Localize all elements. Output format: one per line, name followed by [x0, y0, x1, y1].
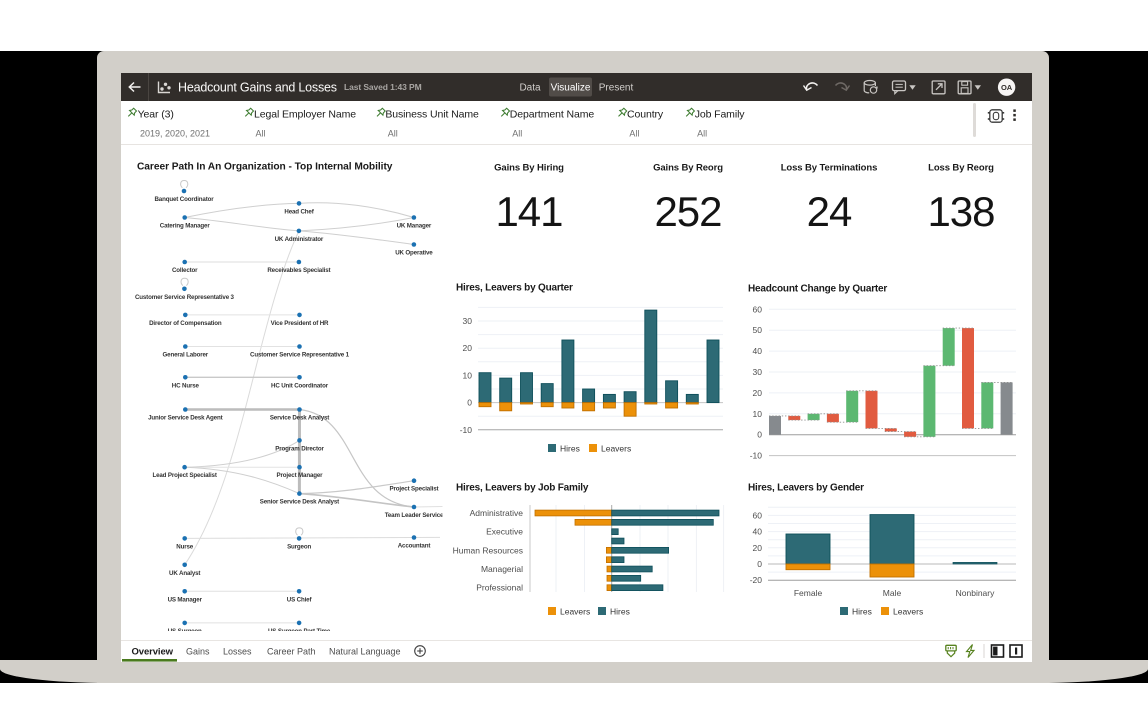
svg-text:Leavers: Leavers — [560, 607, 590, 617]
svg-text:Visualize: Visualize — [551, 83, 591, 94]
svg-text:Gains By Reorg: Gains By Reorg — [653, 163, 723, 174]
svg-text:Human Resources: Human Resources — [453, 545, 523, 555]
svg-text:All: All — [512, 129, 522, 139]
svg-text:Junior Service Desk Agent: Junior Service Desk Agent — [148, 415, 223, 422]
svg-text:Service Desk Analyst: Service Desk Analyst — [270, 415, 329, 422]
svg-text:-20: -20 — [750, 575, 763, 585]
svg-text:HC Nurse: HC Nurse — [172, 382, 200, 389]
svg-text:Losses: Losses — [223, 647, 252, 657]
svg-text:Banquet Coordinator: Banquet Coordinator — [154, 196, 214, 203]
svg-text:60: 60 — [753, 510, 763, 520]
svg-text:UK Operative: UK Operative — [395, 250, 433, 257]
svg-text:Year (3): Year (3) — [138, 109, 174, 121]
svg-text:Executive: Executive — [486, 527, 523, 537]
svg-text:Senior Service Desk Analyst: Senior Service Desk Analyst — [260, 499, 339, 506]
svg-text:Present: Present — [599, 83, 634, 94]
svg-text:Hires: Hires — [852, 607, 872, 617]
svg-text:0: 0 — [467, 398, 472, 408]
svg-text:UK Manager: UK Manager — [397, 223, 432, 230]
svg-text:Job Family: Job Family — [695, 109, 746, 121]
svg-text:Department Name: Department Name — [510, 109, 595, 121]
svg-text:Lead Project Specialist: Lead Project Specialist — [152, 472, 216, 479]
svg-text:Collector: Collector — [172, 267, 198, 274]
svg-text:Team Leader Service: Team Leader Service — [385, 512, 444, 519]
svg-text:Director of Compensation: Director of Compensation — [149, 320, 222, 327]
svg-text:All: All — [697, 129, 707, 139]
svg-text:40: 40 — [753, 527, 763, 537]
svg-text:10: 10 — [463, 370, 473, 380]
svg-text:Last Saved 1:43 PM: Last Saved 1:43 PM — [344, 82, 422, 92]
svg-text:60: 60 — [753, 304, 763, 314]
svg-text:UK Analyst: UK Analyst — [169, 570, 200, 577]
svg-text:Loss By Reorg: Loss By Reorg — [928, 163, 994, 174]
svg-text:Data: Data — [519, 83, 541, 94]
svg-text:Hires, Leavers by Job Family: Hires, Leavers by Job Family — [456, 483, 589, 494]
svg-text:Accountant: Accountant — [398, 543, 431, 550]
svg-text:0: 0 — [757, 559, 762, 569]
svg-text:252: 252 — [654, 188, 721, 235]
svg-text:Nurse: Nurse — [176, 543, 193, 550]
svg-text:Career Path In An Organization: Career Path In An Organization - Top Int… — [137, 162, 393, 173]
svg-text:OA: OA — [1001, 83, 1013, 92]
svg-text:Business Unit Name: Business Unit Name — [385, 109, 479, 121]
svg-text:138: 138 — [927, 188, 994, 235]
svg-text:Surgeon: Surgeon — [287, 543, 311, 550]
svg-text:2019, 2020, 2021: 2019, 2020, 2021 — [140, 129, 210, 139]
svg-text:Headcount Change by Quarter: Headcount Change by Quarter — [748, 284, 887, 295]
svg-text:Customer Service Representativ: Customer Service Representative 3 — [135, 294, 235, 301]
svg-text:Administrative: Administrative — [470, 508, 524, 518]
svg-text:Country: Country — [627, 109, 664, 121]
svg-text:Receivables Specialist: Receivables Specialist — [267, 267, 330, 274]
svg-text:Female: Female — [794, 588, 823, 598]
svg-text:Career Path: Career Path — [267, 647, 316, 657]
svg-text:All: All — [388, 129, 398, 139]
svg-text:HC Unit Coordinator: HC Unit Coordinator — [271, 382, 329, 389]
svg-text:All: All — [629, 129, 639, 139]
svg-text:Customer Service Representativ: Customer Service Representative 1 — [250, 352, 350, 359]
svg-text:50: 50 — [753, 325, 763, 335]
svg-text:Project Manager: Project Manager — [277, 472, 324, 479]
svg-text:0: 0 — [757, 430, 762, 440]
svg-text:US Chief: US Chief — [287, 596, 313, 603]
svg-text:US Manager: US Manager — [168, 596, 203, 603]
svg-text:Leavers: Leavers — [893, 607, 923, 617]
svg-text:30: 30 — [753, 367, 763, 377]
svg-text:-10: -10 — [460, 425, 473, 435]
svg-text:24: 24 — [807, 188, 852, 235]
svg-text:Overview: Overview — [132, 647, 174, 658]
svg-text:Loss By Terminations: Loss By Terminations — [781, 163, 878, 174]
svg-text:Legal Employer Name: Legal Employer Name — [254, 109, 356, 121]
svg-text:General Laborer: General Laborer — [163, 352, 209, 359]
svg-text:Managerial: Managerial — [481, 564, 523, 574]
svg-text:10: 10 — [753, 409, 763, 419]
svg-text:141: 141 — [495, 188, 562, 235]
svg-text:Gains: Gains — [186, 647, 210, 657]
svg-text:Male: Male — [883, 588, 902, 598]
svg-text:Headcount Gains and Losses: Headcount Gains and Losses — [178, 81, 337, 95]
svg-text:Professional: Professional — [476, 583, 523, 593]
svg-text:30: 30 — [463, 316, 473, 326]
svg-text:20: 20 — [753, 388, 763, 398]
svg-text:Vice President of HR: Vice President of HR — [271, 320, 329, 327]
svg-text:UK Administrator: UK Administrator — [275, 236, 324, 243]
svg-text:Leavers: Leavers — [601, 444, 631, 454]
svg-text:Natural Language: Natural Language — [329, 647, 401, 657]
svg-text:Hires: Hires — [610, 607, 630, 617]
svg-text:Head Chef: Head Chef — [284, 208, 314, 215]
svg-text:-10: -10 — [750, 451, 763, 461]
svg-text:Gains By Hiring: Gains By Hiring — [494, 163, 564, 174]
svg-text:40: 40 — [753, 346, 763, 356]
svg-text:Hires, Leavers by Quarter: Hires, Leavers by Quarter — [456, 283, 573, 294]
svg-text:All: All — [256, 129, 266, 139]
svg-text:Project Specialist: Project Specialist — [390, 486, 439, 493]
svg-text:Catering Manager: Catering Manager — [160, 223, 211, 230]
svg-text:Hires: Hires — [560, 444, 580, 454]
svg-text:Nonbinary: Nonbinary — [956, 588, 995, 598]
svg-text:20: 20 — [463, 343, 473, 353]
svg-text:20: 20 — [753, 543, 763, 553]
svg-text:Hires, Leavers by Gender: Hires, Leavers by Gender — [748, 483, 864, 494]
svg-text:Program Director: Program Director — [275, 445, 324, 452]
